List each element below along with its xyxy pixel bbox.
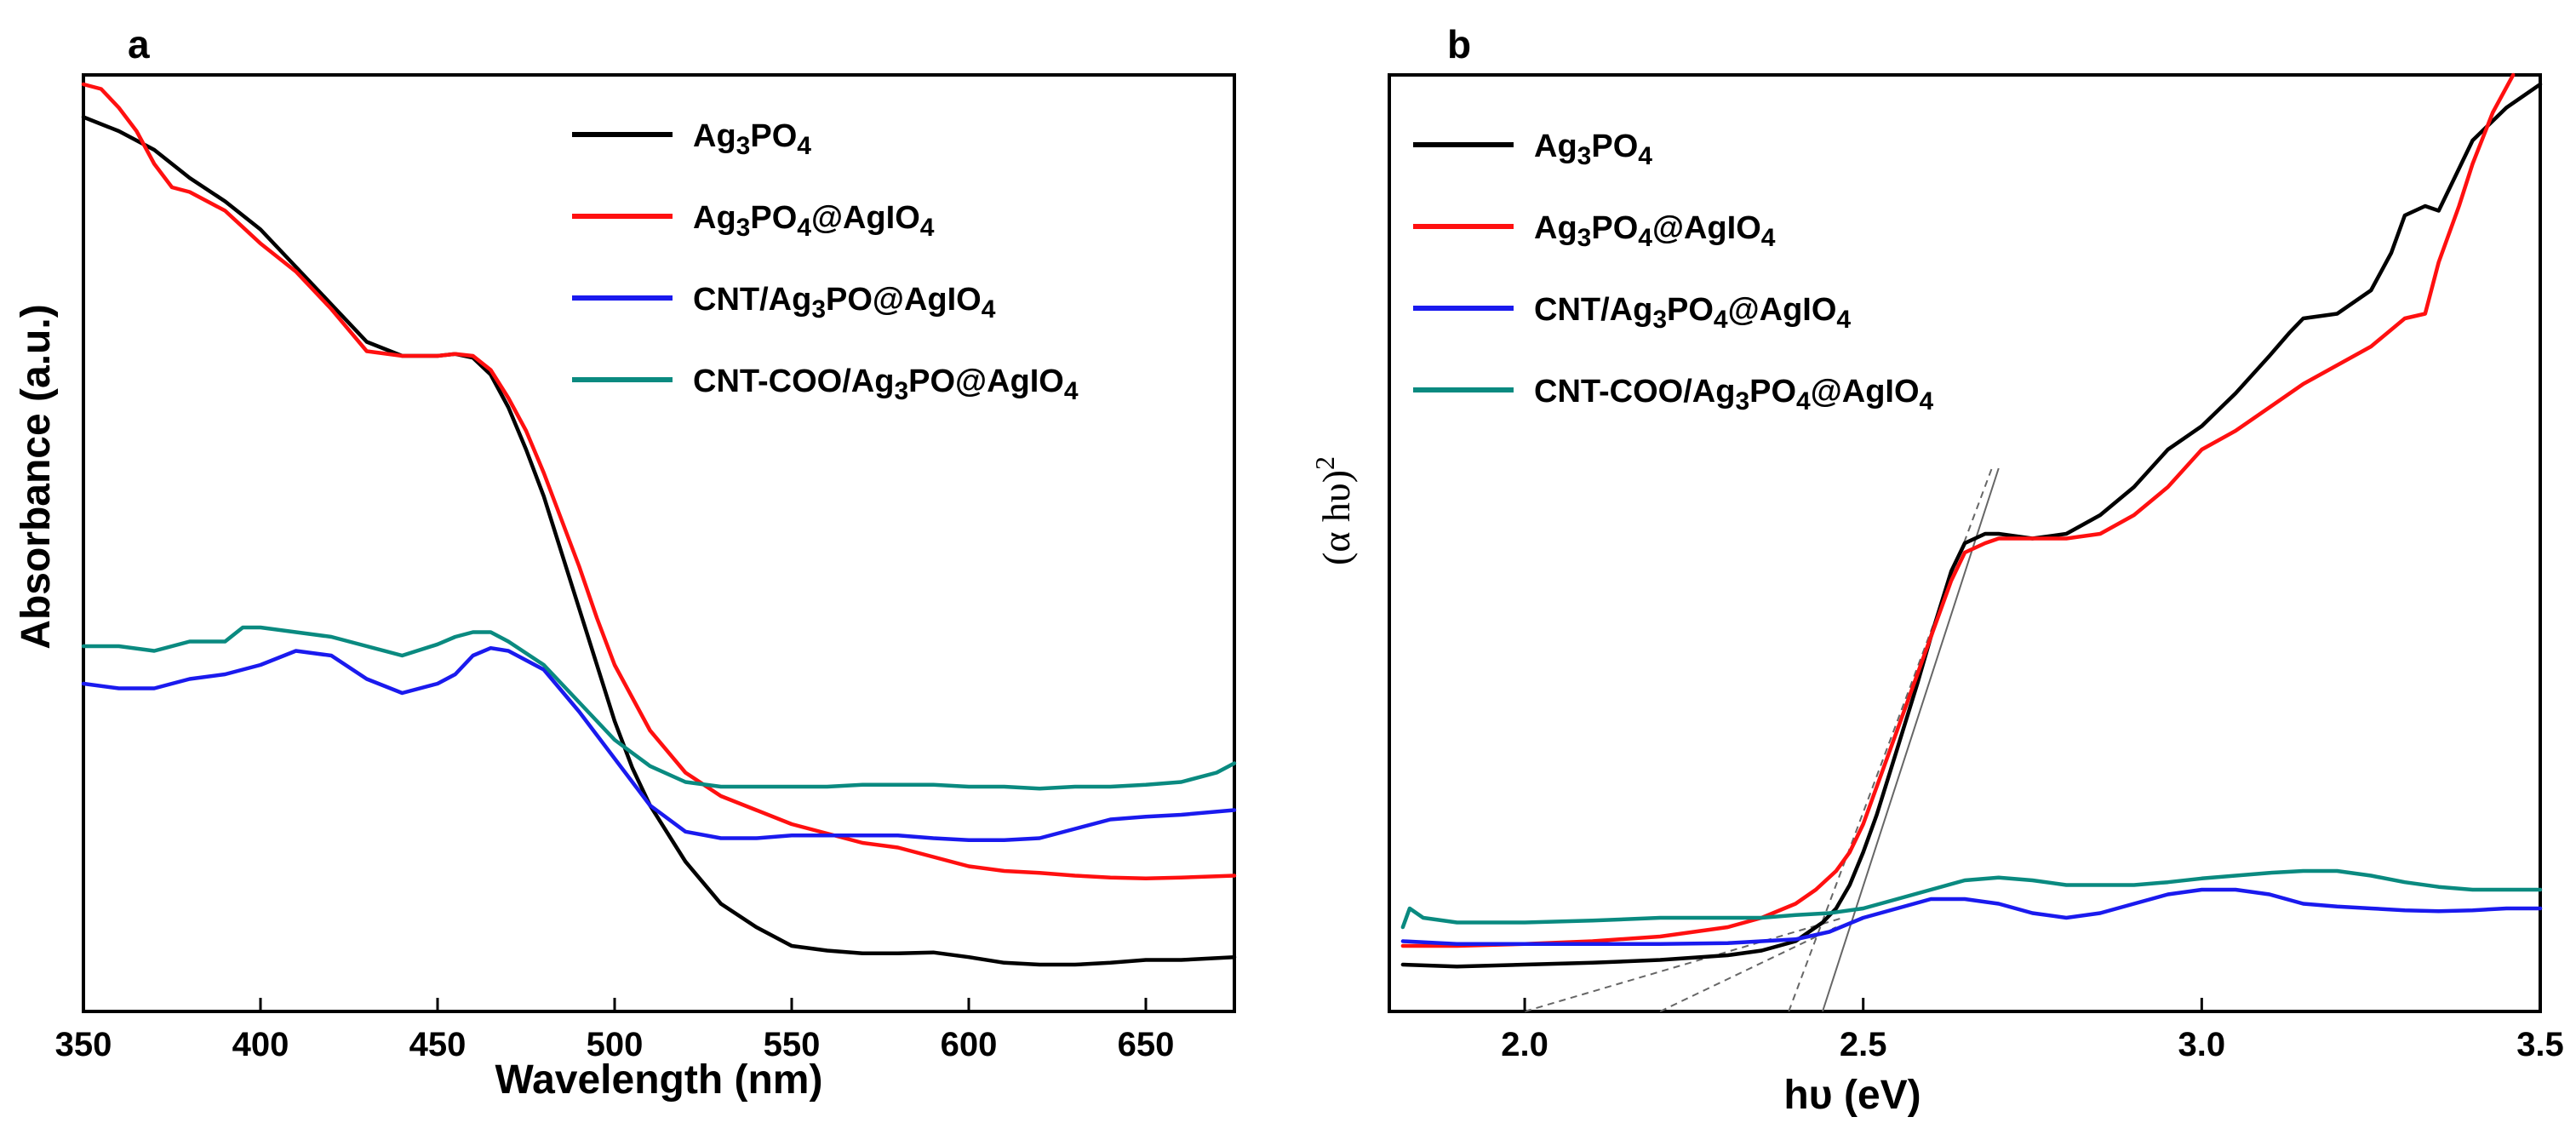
panel-a-x-ticks: 350 400 450 500 550 600 650: [55, 998, 1175, 1063]
x-tick-label: 350: [55, 1026, 112, 1063]
x-tick-label: 400: [232, 1026, 289, 1063]
panel-b-frame: [1388, 73, 2542, 1013]
x-tick-label: 2.5: [1840, 1026, 1887, 1063]
legend-label-1: Ag3PO4: [1534, 129, 1652, 170]
series-line-1: [81, 115, 1237, 967]
x-tick-label: 500: [587, 1026, 644, 1063]
panel-a-x-axis-label: Wavelength (nm): [495, 1057, 823, 1103]
x-tick-label: 3.0: [2178, 1026, 2226, 1063]
legend-label-3: CNT/Ag3PO4@AgIO4: [1534, 292, 1851, 334]
panel-a-letter: a: [128, 22, 150, 66]
x-tick-label: 2.0: [1501, 1026, 1548, 1063]
panel-a-y-axis-label: Absorbance (a.u.): [14, 304, 59, 649]
legend-label-4: CNT-COO/Ag3PO4@AgIO4: [1534, 374, 1934, 415]
legend-label-3: CNT/Ag3PO@AgIO4: [693, 282, 996, 324]
legend-label-2: Ag3PO4@AgIO4: [693, 200, 935, 242]
panel-b-y-axis-label: (α hυ)2: [1309, 456, 1358, 565]
legend-label-1: Ag3PO4: [693, 118, 811, 160]
series-line-2: [81, 82, 1237, 881]
panel-b-y-axis-label-sup: 2: [1309, 456, 1340, 470]
series-line-4: [1400, 868, 2543, 930]
series-line-2: [1400, 72, 2516, 948]
x-tick-label: 450: [409, 1026, 467, 1063]
panel-b-tangent-lines: [1524, 467, 2000, 1012]
series-line-1: [1400, 82, 2543, 969]
x-tick-label: 600: [941, 1026, 998, 1063]
series-line-4: [81, 625, 1237, 791]
legend-label-4: CNT-COO/Ag3PO@AgIO4: [693, 364, 1079, 405]
x-tick-label: 3.5: [2516, 1026, 2564, 1063]
tangent-line-4: [1659, 926, 1837, 1012]
panel-b-y-axis-label-base: (α hυ): [1314, 470, 1358, 565]
panel-a-legend: Ag3PO4 Ag3PO4@AgIO4 CNT/Ag3PO@AgIO4 CNT-COO…: [572, 118, 1079, 405]
panel-b: b 2.0 2.5 3.0 3.5 Ag3PO4 Ag3PO4@AgIO4 CNT/Ag3…: [1309, 22, 2564, 1118]
series-line-3: [1400, 887, 2543, 947]
panel-a: a 350 400 450 500 550 600 650 Ag3PO4 Ag3PO4@AgI…: [14, 22, 1237, 1103]
tangent-line-3: [1524, 917, 1844, 1012]
panel-a-series: [81, 82, 1237, 967]
panel-b-series: [1400, 72, 2543, 969]
panel-a-frame: [82, 73, 1236, 1013]
x-tick-label: 550: [764, 1026, 821, 1063]
panel-b-x-axis-label: hυ (eV): [1783, 1073, 1921, 1118]
x-tick-label: 650: [1118, 1026, 1175, 1063]
panel-b-legend: Ag3PO4 Ag3PO4@AgIO4 CNT/Ag3PO4@AgIO4 CNT-CO…: [1413, 129, 1934, 415]
legend-label-2: Ag3PO4@AgIO4: [1534, 210, 1776, 252]
panel-b-letter: b: [1447, 22, 1471, 66]
series-line-3: [81, 645, 1237, 842]
panel-b-x-ticks: 2.0 2.5 3.0 3.5: [1501, 998, 2564, 1063]
